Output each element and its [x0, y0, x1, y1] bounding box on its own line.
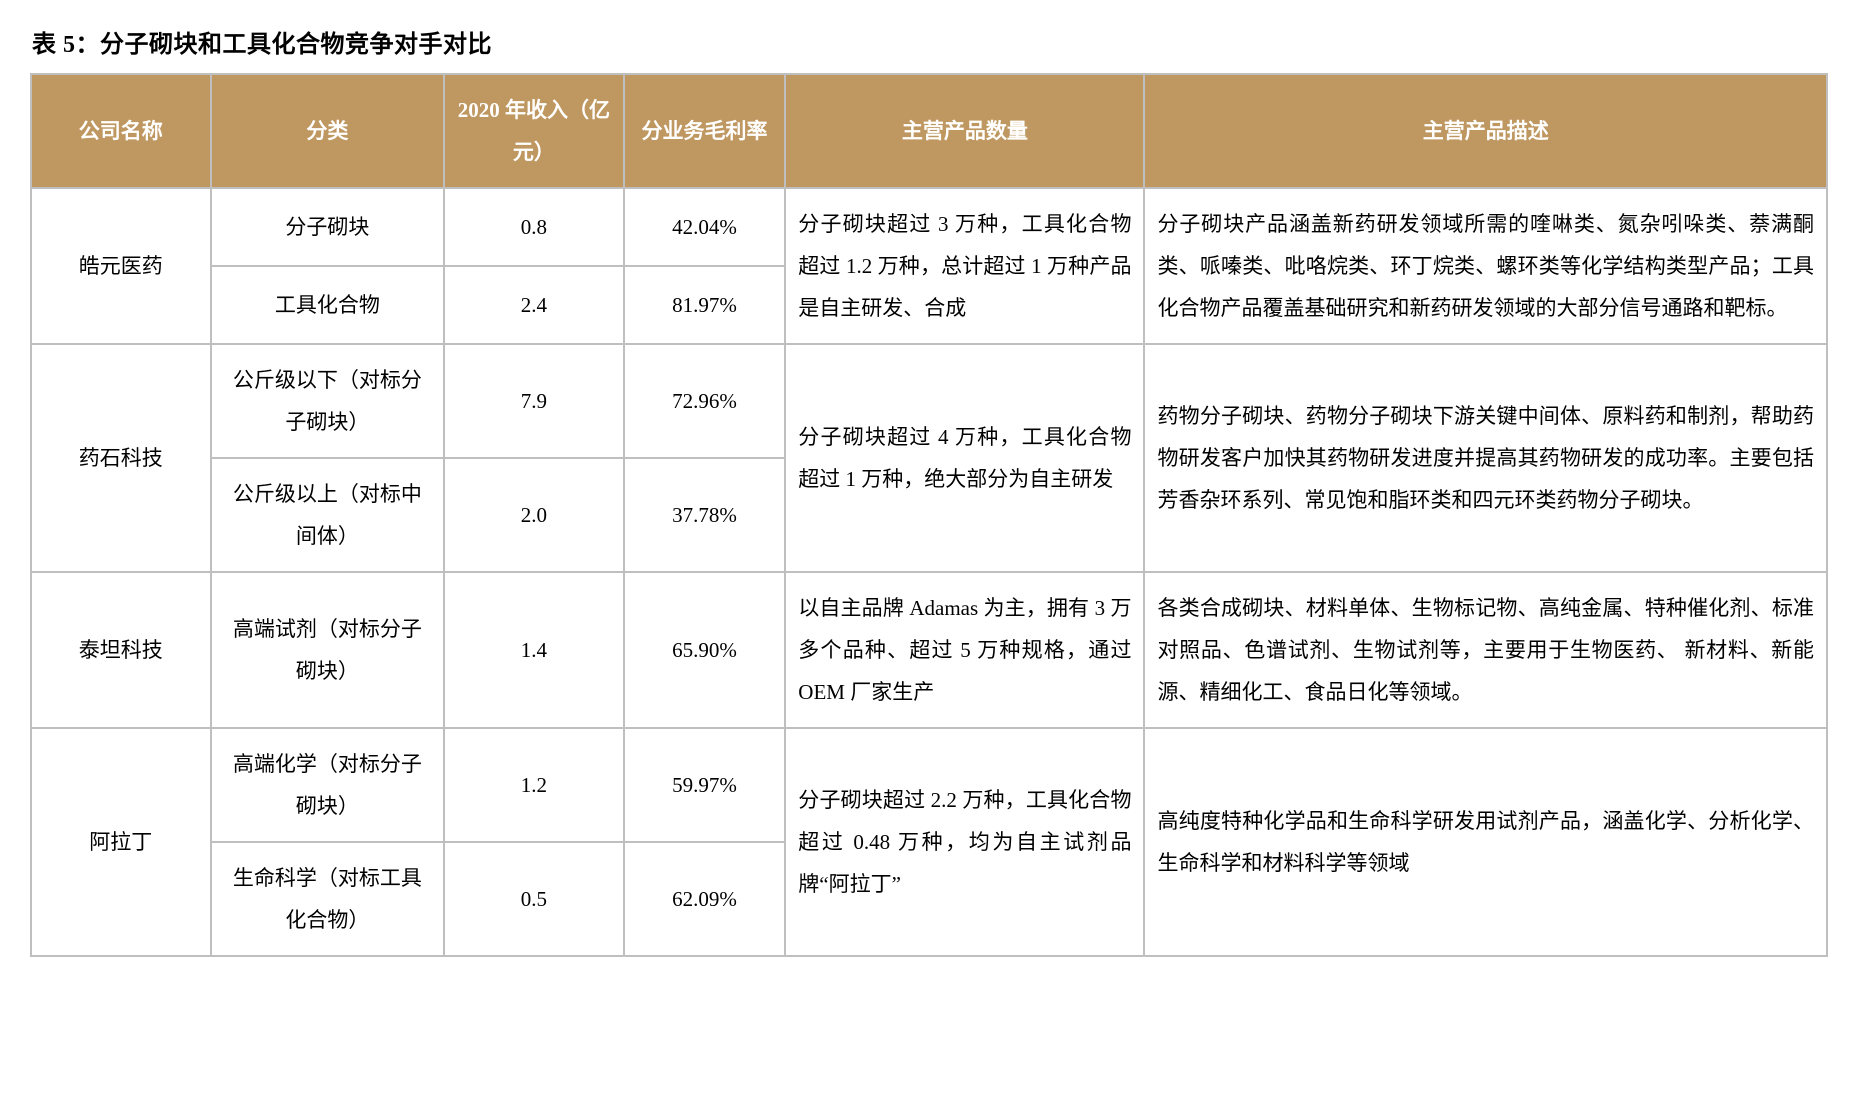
cell-revenue: 2.4: [444, 266, 624, 344]
cell-category: 公斤级以下（对标分子砌块）: [211, 344, 444, 458]
cell-margin: 62.09%: [624, 842, 786, 956]
table-header-row: 公司名称 分类 2020 年收入（亿元） 分业务毛利率 主营产品数量 主营产品描…: [31, 74, 1827, 188]
cell-revenue: 1.2: [444, 728, 624, 842]
cell-margin: 42.04%: [624, 188, 786, 266]
cell-revenue: 0.5: [444, 842, 624, 956]
table-caption: 表 5：分子砌块和工具化合物竞争对手对比: [32, 24, 1828, 59]
cell-margin: 65.90%: [624, 572, 786, 728]
th-margin: 分业务毛利率: [624, 74, 786, 188]
cell-category: 生命科学（对标工具化合物）: [211, 842, 444, 956]
cell-company: 皓元医药: [31, 188, 211, 344]
th-qty: 主营产品数量: [785, 74, 1144, 188]
cell-qty: 分子砌块超过 2.2 万种，工具化合物超过 0.48 万种，均为自主试剂品牌“阿…: [785, 728, 1144, 956]
cell-margin: 59.97%: [624, 728, 786, 842]
cell-desc: 高纯度特种化学品和生命科学研发用试剂产品，涵盖化学、分析化学、生命科学和材料科学…: [1144, 728, 1827, 956]
table-row: 阿拉丁高端化学（对标分子砌块）1.259.97%分子砌块超过 2.2 万种，工具…: [31, 728, 1827, 842]
cell-qty: 分子砌块超过 4 万种，工具化合物超过 1 万种，绝大部分为自主研发: [785, 344, 1144, 572]
cell-company: 泰坦科技: [31, 572, 211, 728]
th-desc: 主营产品描述: [1144, 74, 1827, 188]
cell-category: 工具化合物: [211, 266, 444, 344]
cell-revenue: 7.9: [444, 344, 624, 458]
table-row: 皓元医药分子砌块0.842.04%分子砌块超过 3 万种，工具化合物超过 1.2…: [31, 188, 1827, 266]
cell-company: 药石科技: [31, 344, 211, 572]
cell-revenue: 1.4: [444, 572, 624, 728]
cell-category: 高端化学（对标分子砌块）: [211, 728, 444, 842]
cell-margin: 37.78%: [624, 458, 786, 572]
cell-category: 分子砌块: [211, 188, 444, 266]
cell-desc: 药物分子砌块、药物分子砌块下游关键中间体、原料药和制剂，帮助药物研发客户加快其药…: [1144, 344, 1827, 572]
cell-desc: 各类合成砌块、材料单体、生物标记物、高纯金属、特种催化剂、标准对照品、色谱试剂、…: [1144, 572, 1827, 728]
cell-company: 阿拉丁: [31, 728, 211, 956]
table-row: 泰坦科技高端试剂（对标分子砌块）1.465.90%以自主品牌 Adamas 为主…: [31, 572, 1827, 728]
cell-category: 高端试剂（对标分子砌块）: [211, 572, 444, 728]
cell-qty: 以自主品牌 Adamas 为主，拥有 3 万多个品种、超过 5 万种规格，通过O…: [785, 572, 1144, 728]
cell-qty: 分子砌块超过 3 万种，工具化合物超过 1.2 万种，总计超过 1 万种产品是自…: [785, 188, 1144, 344]
cell-desc: 分子砌块产品涵盖新药研发领域所需的喹啉类、氮杂吲哚类、萘满酮类、哌嗪类、吡咯烷类…: [1144, 188, 1827, 344]
cell-margin: 72.96%: [624, 344, 786, 458]
th-company: 公司名称: [31, 74, 211, 188]
cell-revenue: 2.0: [444, 458, 624, 572]
cell-margin: 81.97%: [624, 266, 786, 344]
cell-revenue: 0.8: [444, 188, 624, 266]
th-revenue: 2020 年收入（亿元）: [444, 74, 624, 188]
cell-category: 公斤级以上（对标中间体）: [211, 458, 444, 572]
comparison-table: 公司名称 分类 2020 年收入（亿元） 分业务毛利率 主营产品数量 主营产品描…: [30, 73, 1828, 957]
table-row: 药石科技公斤级以下（对标分子砌块）7.972.96%分子砌块超过 4 万种，工具…: [31, 344, 1827, 458]
table-body: 皓元医药分子砌块0.842.04%分子砌块超过 3 万种，工具化合物超过 1.2…: [31, 188, 1827, 956]
th-category: 分类: [211, 74, 444, 188]
